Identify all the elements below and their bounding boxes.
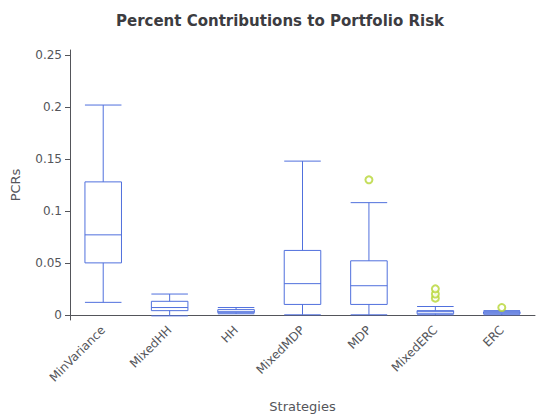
svg-text:0.1: 0.1 <box>43 204 62 218</box>
svg-text:0: 0 <box>54 308 62 322</box>
svg-text:0.15: 0.15 <box>35 152 62 166</box>
svg-text:HH: HH <box>218 323 241 346</box>
svg-text:Percent Contributions to Portf: Percent Contributions to Portfolio Risk <box>116 12 445 30</box>
svg-text:MixedMDP: MixedMDP <box>254 323 308 377</box>
svg-text:MixedERC: MixedERC <box>389 323 441 375</box>
svg-text:PCRs: PCRs <box>8 168 23 201</box>
svg-text:0.05: 0.05 <box>35 256 62 270</box>
svg-text:Strategies: Strategies <box>269 399 336 414</box>
svg-text:MixedHH: MixedHH <box>127 323 175 371</box>
svg-text:ERC: ERC <box>480 323 507 350</box>
svg-text:0.25: 0.25 <box>35 48 62 62</box>
svg-text:MDP: MDP <box>345 323 374 352</box>
svg-text:0.2: 0.2 <box>43 100 62 114</box>
svg-text:MinVariance: MinVariance <box>47 323 109 385</box>
